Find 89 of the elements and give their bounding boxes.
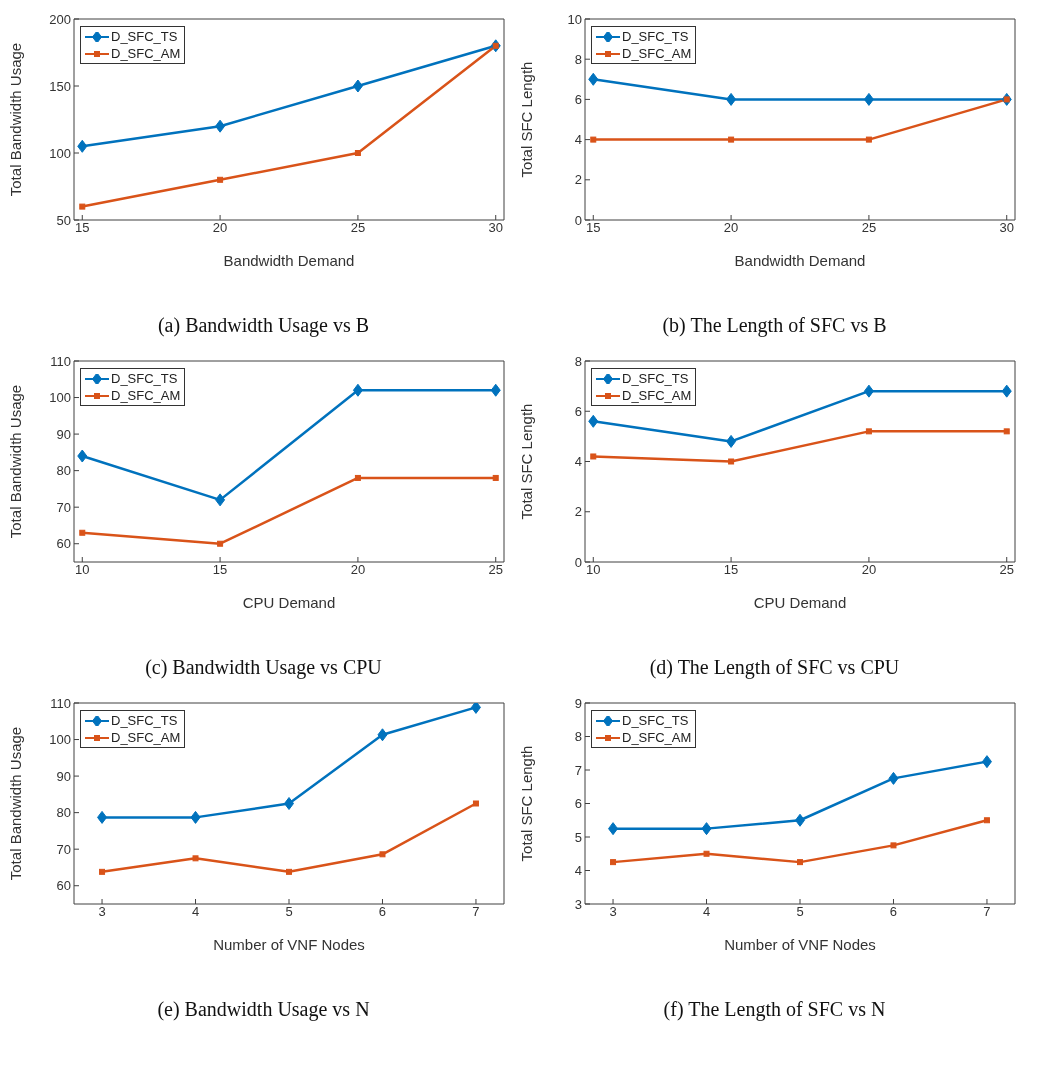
y-tick-label: 5 — [574, 829, 582, 845]
y-tick-label: 6 — [574, 92, 582, 108]
x-tick-label: 4 — [191, 904, 200, 920]
x-tick-label: 6 — [889, 904, 898, 920]
x-axis-title: CPU Demand — [753, 594, 847, 611]
y-tick-label: 100 — [49, 145, 71, 161]
y-tick-label: 2 — [574, 172, 582, 188]
y-tick-label: 6 — [574, 796, 582, 812]
text: (c) Bandwidth Usage vs CPU — [144, 656, 383, 679]
x-tick-label: 5 — [796, 904, 804, 920]
legend-label: D_SFC_AM — [111, 387, 181, 404]
y-tick-label: 8 — [574, 729, 582, 745]
x-tick-label: 4 — [702, 904, 711, 920]
legend-label: D_SFC_AM — [111, 45, 181, 62]
y-tick-label: 4 — [574, 454, 582, 470]
y-tick-label: 100 — [49, 732, 71, 748]
x-tick-label: 6 — [378, 904, 387, 920]
text: (f) The Length of SFC vs N — [662, 998, 887, 1021]
y-axis-title: Total SFC Length — [518, 745, 536, 862]
y-tick-label: 60 — [56, 536, 71, 552]
x-tick-label: 30 — [488, 220, 503, 236]
legend-label: D_SFC_TS — [111, 28, 178, 45]
y-tick-label: 150 — [49, 78, 71, 94]
y-tick-label: 6 — [574, 403, 582, 419]
x-tick-label: 3 — [98, 904, 106, 920]
x-tick-label: 10 — [586, 562, 601, 578]
y-axis-title: Total Bandwidth Usage — [7, 42, 25, 197]
y-axis-title: Total Bandwidth Usage — [7, 726, 25, 881]
y-tick-label: 80 — [56, 805, 71, 821]
x-tick-label: 15 — [75, 220, 90, 236]
text: (b) The Length of SFC vs B — [661, 314, 888, 337]
x-tick-label: 3 — [609, 904, 617, 920]
y-tick-label: 110 — [50, 695, 71, 711]
x-tick-label: 7 — [983, 904, 991, 920]
y-tick-label: 90 — [56, 426, 71, 442]
y-axis-title: Total SFC Length — [518, 403, 536, 520]
y-tick-label: 8 — [574, 51, 582, 67]
legend-label: D_SFC_AM — [622, 387, 692, 404]
y-tick-label: 90 — [56, 768, 71, 784]
y-tick-label: 8 — [574, 353, 582, 369]
y-tick-label: 0 — [574, 554, 582, 570]
y-tick-label: 2 — [574, 504, 582, 520]
x-tick-label: 25 — [350, 220, 366, 236]
y-tick-label: 10 — [567, 11, 582, 27]
x-axis-title: CPU Demand — [242, 594, 336, 611]
x-tick-label: 7 — [472, 904, 480, 920]
y-tick-label: 70 — [56, 841, 71, 857]
x-axis-title: Bandwidth Demand — [734, 252, 866, 269]
legend-label: D_SFC_AM — [111, 729, 181, 746]
legend-label: D_SFC_AM — [622, 45, 692, 62]
legend-label: D_SFC_AM — [622, 729, 692, 746]
y-tick-label: 80 — [56, 463, 71, 479]
x-tick-label: 25 — [488, 562, 503, 578]
y-tick-label: 9 — [574, 695, 582, 711]
x-tick-label: 20 — [861, 562, 877, 578]
y-tick-label: 4 — [574, 132, 582, 148]
x-tick-label: 25 — [861, 220, 877, 236]
x-tick-label: 15 — [586, 220, 601, 236]
y-tick-label: 50 — [56, 212, 71, 228]
text: (a) Bandwidth Usage vs B — [156, 314, 371, 337]
y-tick-label: 70 — [56, 499, 71, 515]
x-tick-label: 20 — [350, 562, 366, 578]
y-tick-label: 7 — [574, 762, 582, 778]
x-axis-title: Number of VNF Nodes — [724, 936, 876, 953]
y-tick-label: 100 — [49, 390, 71, 406]
y-axis-title: Total SFC Length — [518, 61, 536, 178]
y-tick-label: 60 — [56, 878, 71, 894]
x-tick-label: 25 — [999, 562, 1014, 578]
text: (d) The Length of SFC vs CPU — [648, 656, 901, 679]
legend-label: D_SFC_TS — [622, 370, 689, 387]
y-tick-label: 0 — [574, 212, 582, 228]
x-tick-label: 5 — [285, 904, 293, 920]
legend-label: D_SFC_TS — [111, 712, 178, 729]
text: (e) Bandwidth Usage vs N — [156, 998, 371, 1021]
legend-label: D_SFC_TS — [111, 370, 178, 387]
y-tick-label: 200 — [49, 11, 71, 27]
x-axis-title: Bandwidth Demand — [223, 252, 355, 269]
x-tick-label: 15 — [723, 562, 739, 578]
x-tick-label: 10 — [75, 562, 90, 578]
y-tick-label: 110 — [50, 353, 71, 369]
legend-label: D_SFC_TS — [622, 712, 689, 729]
x-tick-label: 20 — [212, 220, 228, 236]
x-tick-label: 30 — [999, 220, 1014, 236]
x-tick-label: 15 — [212, 562, 228, 578]
x-axis-title: Number of VNF Nodes — [213, 936, 365, 953]
legend-label: D_SFC_TS — [622, 28, 689, 45]
y-tick-label: 4 — [574, 863, 582, 879]
x-tick-label: 20 — [723, 220, 739, 236]
y-axis-title: Total Bandwidth Usage — [7, 384, 25, 539]
